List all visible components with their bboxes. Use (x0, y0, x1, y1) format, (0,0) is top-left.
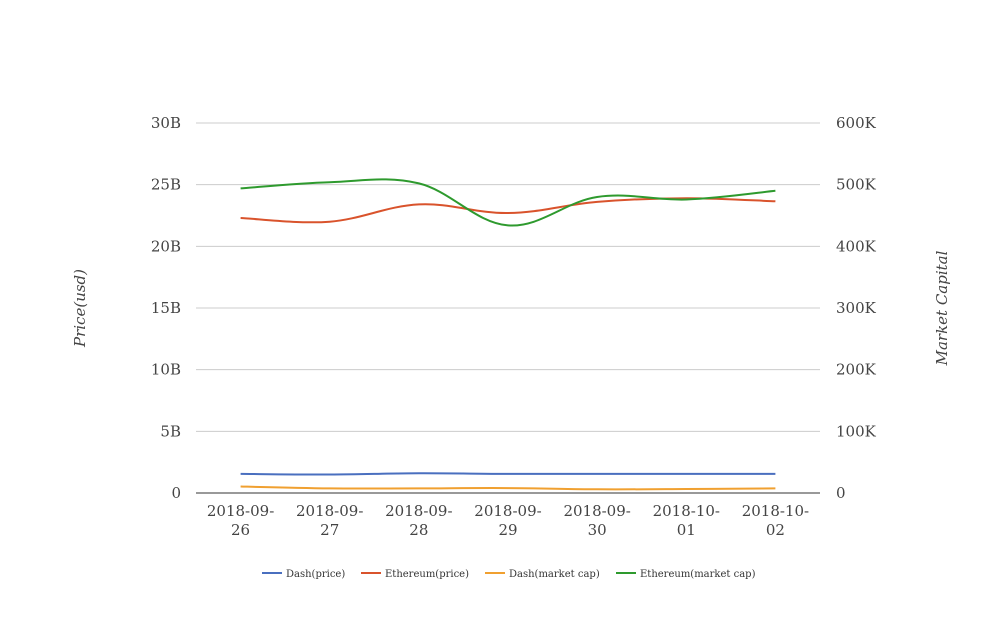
series-lines (240, 178, 776, 491)
legend: Dash(price) Ethereum(price) Dash(market ca… (262, 569, 756, 580)
y-left-tick-label: 30B (151, 114, 181, 132)
legend-label: Ethereum(market cap) (640, 569, 756, 580)
y-right-tick-label: 400K (836, 237, 877, 255)
x-tick-label: 2018-09-27 (296, 502, 363, 539)
y-left-tick-label: 15B (151, 299, 181, 317)
y-right-axis-title: Market Capital (933, 250, 951, 366)
series-line-ethereum-price (240, 197, 776, 224)
series-line-dash-market-cap (240, 485, 776, 491)
x-tick-label: 2018-10-01 (653, 502, 720, 539)
y-left-axis-title: Price(usd) (71, 269, 89, 348)
y-left-tick-label: 10B (151, 361, 181, 379)
x-tick-label: 2018-09-30 (563, 502, 630, 539)
y-left-tick-label: 0 (171, 484, 181, 502)
y-left-tick-label: 25B (151, 176, 181, 194)
y-left-tick-label: 5B (160, 422, 181, 440)
legend-label: Dash(market cap) (509, 569, 600, 580)
legend-label: Dash(price) (286, 569, 345, 580)
x-tick-label: 2018-10-02 (742, 502, 809, 539)
y-right-tick-label: 500K (836, 176, 877, 194)
legend-item-dash-price: Dash(price) (262, 569, 345, 580)
legend-item-ethereum-market-cap: Ethereum(market cap) (616, 569, 756, 580)
y-left-tick-label: 20B (151, 237, 181, 255)
y-right-tick-label: 100K (836, 422, 877, 440)
y-right-tick-label: 0 (836, 484, 846, 502)
y-right-tick-label: 200K (836, 361, 877, 379)
y-right-tick-label: 300K (836, 299, 877, 317)
x-tick-label: 2018-09-29 (474, 502, 541, 539)
series-line-dash-price (240, 472, 776, 476)
legend-item-ethereum-price: Ethereum(price) (361, 569, 469, 580)
legend-label: Ethereum(price) (385, 569, 469, 580)
y-right-tick-label: 600K (836, 114, 877, 132)
gridlines (196, 122, 820, 432)
axes: 0 0 5B 100K 10B 200K 15B 300K 20B 400K 25B 500K 30B 6… (71, 114, 951, 539)
series-line-ethereum-market-cap (240, 178, 776, 227)
x-tick-label: 2018-09-26 (207, 502, 274, 539)
legend-item-dash-market-cap: Dash(market cap) (485, 569, 600, 580)
x-tick-label: 2018-09-28 (385, 502, 452, 539)
